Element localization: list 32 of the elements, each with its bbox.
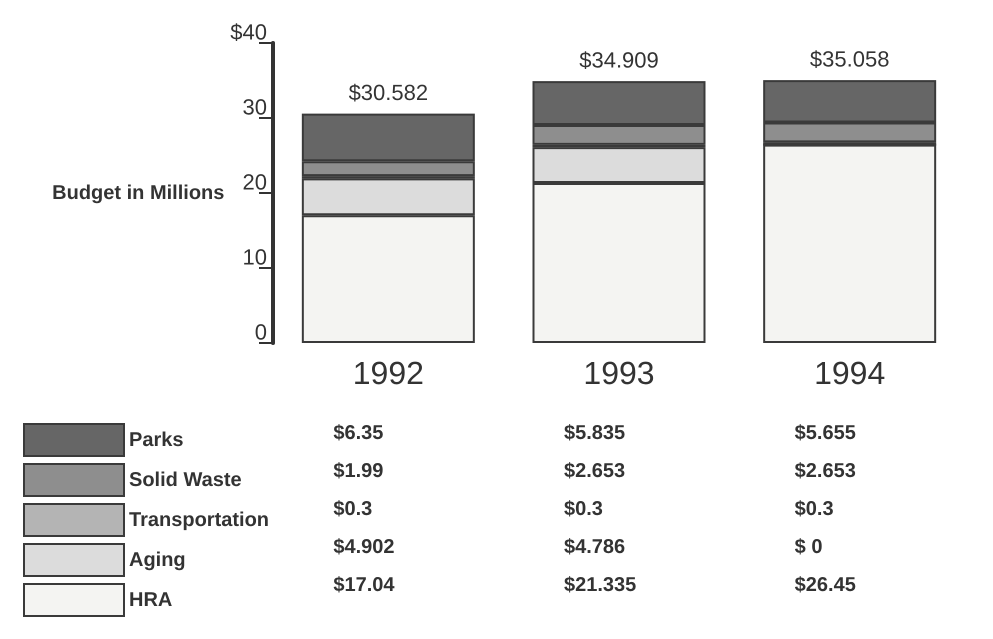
data-label: $ 0 xyxy=(794,536,822,558)
data-label: $4.786 xyxy=(564,536,626,558)
y-tick-label: $40 xyxy=(230,20,267,44)
legend-label: Solid Waste xyxy=(129,469,242,491)
x-tick-label: 1993 xyxy=(583,355,655,391)
y-tick-label: 20 xyxy=(242,170,267,194)
legend-label: Parks xyxy=(129,429,184,451)
data-label: $5.835 xyxy=(564,422,626,444)
data-label: $0.3 xyxy=(333,498,372,520)
legend-label: Aging xyxy=(129,549,186,571)
x-tick-label: 1994 xyxy=(814,355,886,391)
data-label: $1.99 xyxy=(333,460,384,482)
data-label: $0.3 xyxy=(794,498,834,520)
total-label: $35.058 xyxy=(810,46,890,72)
y-tick-label: 30 xyxy=(242,94,267,120)
y-tick-label: 10 xyxy=(242,244,267,270)
data-label: $21.335 xyxy=(564,574,636,596)
data-label: $4.902 xyxy=(333,536,395,558)
data-label: $6.35 xyxy=(333,422,384,444)
legend-label: HRA xyxy=(129,589,172,611)
data-label: $17.04 xyxy=(333,574,396,596)
y-tick-label: 0 xyxy=(254,320,267,344)
data-label: $2.653 xyxy=(564,460,626,482)
x-tick-label: 1992 xyxy=(352,355,424,391)
legend-label: Transportation xyxy=(129,509,270,531)
total-label: $34.909 xyxy=(579,48,659,73)
data-label: $2.653 xyxy=(794,460,856,482)
data-label: $5.655 xyxy=(794,422,856,444)
data-label: $26.45 xyxy=(794,574,856,596)
total-label: $30.582 xyxy=(348,80,428,106)
data-label: $0.3 xyxy=(564,498,603,520)
y-axis-title: Budget in Millions xyxy=(52,182,224,204)
